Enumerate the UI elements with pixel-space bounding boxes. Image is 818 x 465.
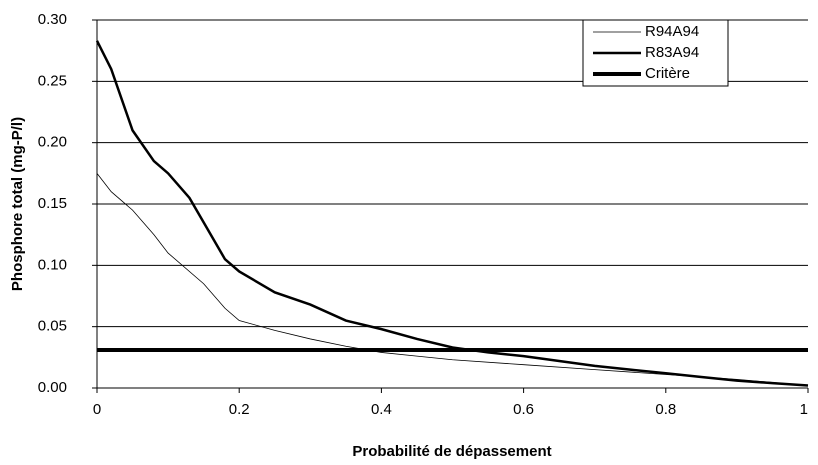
y-tick-label: 0.30 bbox=[38, 11, 67, 28]
x-tick-label: 0.2 bbox=[229, 401, 250, 418]
y-tick-label: 0.20 bbox=[38, 134, 67, 151]
legend-label: R94A94 bbox=[645, 23, 699, 40]
y-tick-label: 0.05 bbox=[38, 318, 67, 335]
x-tick-label: 0.4 bbox=[371, 401, 392, 418]
legend-label: Critère bbox=[645, 65, 690, 82]
y-axis-title: Phosphore total (mg-P/l) bbox=[9, 117, 26, 291]
legend-label: R83A94 bbox=[645, 44, 699, 61]
x-tick-label: 0 bbox=[93, 401, 101, 418]
y-tick-label: 0.10 bbox=[38, 256, 67, 273]
x-tick-label: 1 bbox=[800, 401, 808, 418]
y-tick-label: 0.15 bbox=[38, 195, 67, 212]
x-tick-label: 0.8 bbox=[655, 401, 676, 418]
series-line bbox=[96, 173, 809, 386]
x-tick-label: 0.6 bbox=[513, 401, 534, 418]
y-tick-label: 0.00 bbox=[38, 379, 67, 396]
series-line bbox=[95, 40, 809, 387]
y-tick-label: 0.25 bbox=[38, 72, 67, 89]
x-axis-title: Probabilité de dépassement bbox=[352, 443, 551, 460]
